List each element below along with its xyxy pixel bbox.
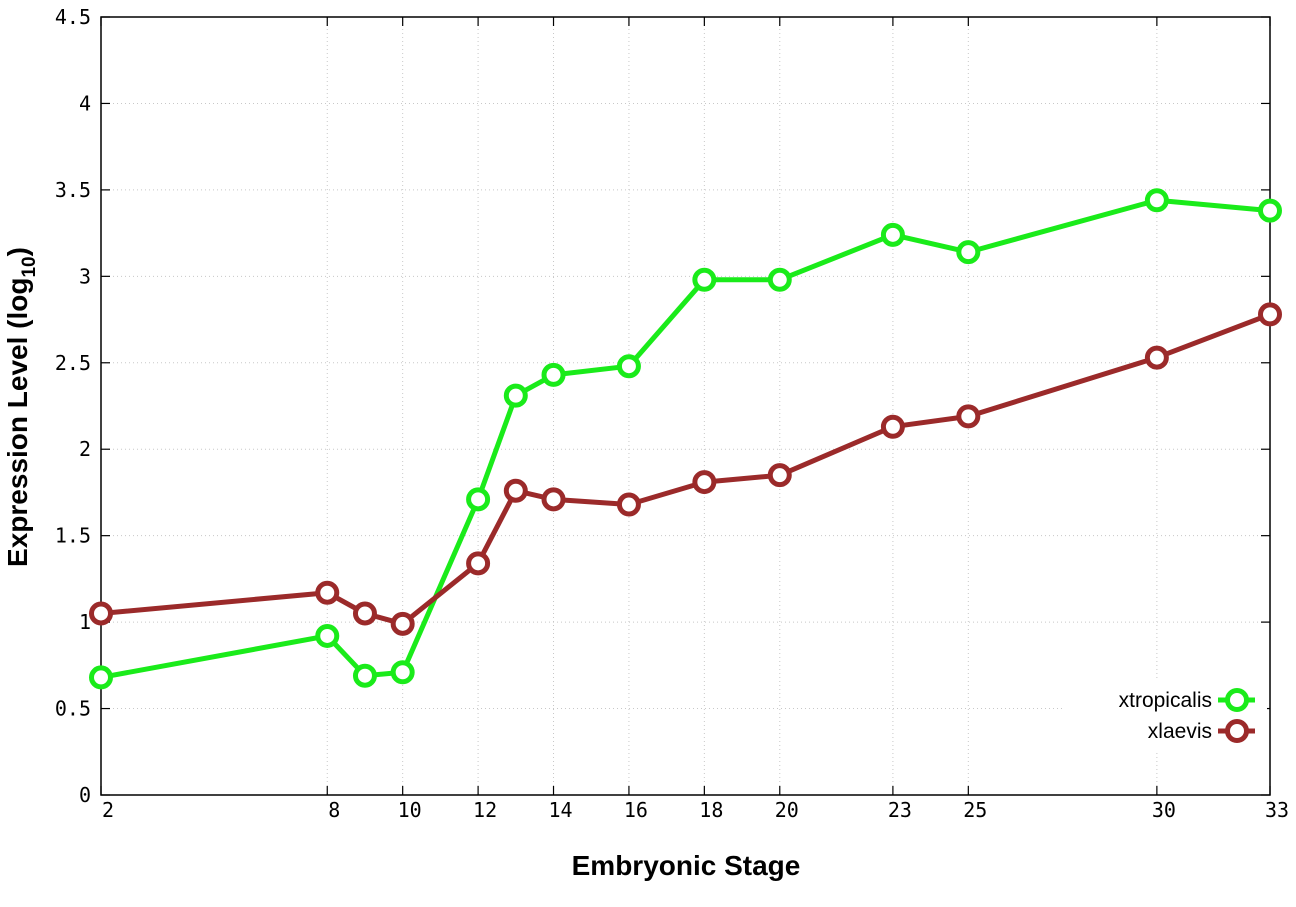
y-tick-label: 4.5 bbox=[55, 5, 91, 29]
data-point-xlaevis bbox=[956, 404, 981, 429]
data-point-xlaevis bbox=[541, 487, 566, 512]
y-tick-label: 2 bbox=[79, 437, 91, 461]
y-tick-label: 0.5 bbox=[55, 697, 91, 721]
data-point-xlaevis bbox=[767, 463, 792, 488]
series-line-xlaevis bbox=[100, 312, 1271, 627]
legend-marker-xtropicalis bbox=[1225, 688, 1249, 712]
y-axis-title: Expression Level (log10) bbox=[2, 247, 40, 567]
data-point-xlaevis bbox=[692, 470, 717, 495]
data-point-xtropicalis bbox=[692, 267, 717, 292]
data-point-xtropicalis bbox=[89, 665, 113, 690]
data-point-xlaevis bbox=[880, 414, 905, 439]
x-tick-label: 30 bbox=[1152, 798, 1176, 822]
data-point-xlaevis bbox=[390, 611, 415, 636]
y-tick-label: 3 bbox=[79, 264, 91, 288]
plot-frame bbox=[100, 16, 1271, 796]
data-point-xtropicalis bbox=[541, 362, 566, 387]
legend-label-xtropicalis: xtropicalis bbox=[1119, 689, 1212, 712]
series-line-xtropicalis bbox=[100, 197, 1271, 680]
grid bbox=[101, 17, 1270, 795]
data-point-xtropicalis bbox=[956, 240, 981, 265]
x-tick-label: 14 bbox=[548, 798, 572, 822]
data-point-xtropicalis bbox=[880, 222, 905, 247]
data-point-xlaevis bbox=[89, 601, 113, 626]
x-tick-label: 16 bbox=[624, 798, 648, 822]
data-point-xlaevis bbox=[1144, 345, 1169, 370]
y-tick-label: 3.5 bbox=[55, 178, 91, 202]
x-tick-label: 8 bbox=[328, 798, 340, 822]
x-tick-label: 25 bbox=[963, 798, 987, 822]
y-axis-title-main: Expression Level (log bbox=[2, 278, 33, 567]
x-tick-label: 23 bbox=[888, 798, 912, 822]
legend-label-xlaevis: xlaevis bbox=[1148, 720, 1212, 743]
y-tick-label: 1 bbox=[79, 610, 91, 634]
data-point-xlaevis bbox=[315, 580, 340, 605]
y-axis: 0 0.5 1 1.5 2 2.5 3 3.5 4 4.5 bbox=[55, 5, 1270, 807]
legend-marker-xlaevis bbox=[1225, 719, 1249, 743]
x-tick-label: 10 bbox=[398, 798, 422, 822]
x-axis-title: Embryonic Stage bbox=[572, 850, 801, 881]
y-tick-label: 2.5 bbox=[55, 351, 91, 375]
y-tick-label: 1.5 bbox=[55, 524, 91, 548]
data-point-xlaevis bbox=[1258, 302, 1282, 327]
data-point-xtropicalis bbox=[466, 487, 491, 512]
legend: xtropicalis xlaevis bbox=[1119, 688, 1255, 743]
y-axis-title-close: ) bbox=[2, 247, 33, 256]
series-layer bbox=[89, 188, 1282, 690]
data-point-xtropicalis bbox=[767, 267, 792, 292]
y-axis-title-subscript: 10 bbox=[19, 256, 40, 277]
y-tick-label: 4 bbox=[79, 91, 91, 115]
data-point-xlaevis bbox=[466, 551, 491, 576]
data-point-xtropicalis bbox=[1258, 198, 1282, 223]
data-point-xtropicalis bbox=[390, 660, 415, 685]
data-point-xtropicalis bbox=[1144, 188, 1169, 213]
x-tick-label: 12 bbox=[473, 798, 497, 822]
data-point-xtropicalis bbox=[503, 383, 528, 408]
data-point-xlaevis bbox=[616, 492, 641, 517]
x-axis: 2 8 10 12 14 16 18 20 23 25 30 33 bbox=[100, 17, 1289, 822]
data-point-xlaevis bbox=[503, 478, 528, 503]
x-tick-label: 33 bbox=[1265, 798, 1289, 822]
x-tick-label: 20 bbox=[775, 798, 799, 822]
x-tick-label: 2 bbox=[102, 798, 114, 822]
data-point-xtropicalis bbox=[315, 623, 340, 648]
data-point-xlaevis bbox=[352, 601, 377, 626]
y-tick-label: 0 bbox=[79, 783, 91, 807]
data-point-xtropicalis bbox=[616, 354, 641, 379]
data-point-xtropicalis bbox=[352, 663, 377, 688]
x-tick-label: 18 bbox=[699, 798, 723, 822]
